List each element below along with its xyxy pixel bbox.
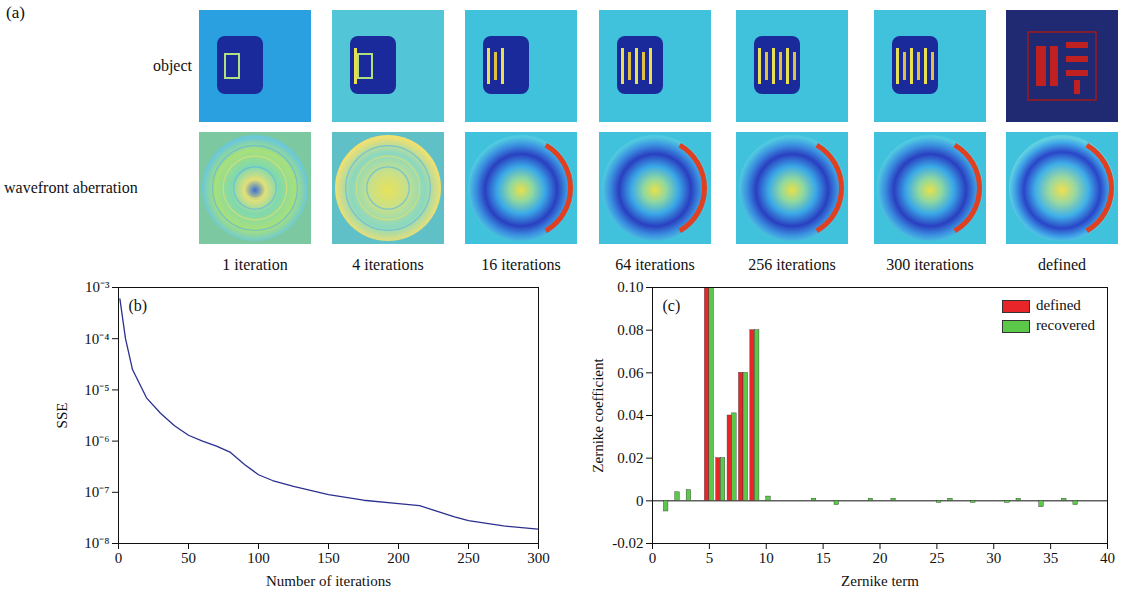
svg-text:40: 40 (1100, 550, 1115, 566)
svg-text:Number of iterations: Number of iterations (266, 573, 391, 589)
html-text:recovered: recovered (1035, 317, 1095, 333)
svg-text:10⁻⁸: 10⁻⁸ (84, 535, 109, 551)
svg-text:300: 300 (527, 550, 550, 566)
svg-text:1 iteration: 1 iteration (222, 256, 287, 273)
svg-text:100: 100 (247, 550, 270, 566)
svg-text:10⁻⁷: 10⁻⁷ (84, 484, 109, 500)
svg-text:(c): (c) (663, 297, 681, 315)
svg-text:object: object (153, 57, 193, 75)
svg-text:0.08: 0.08 (617, 322, 643, 338)
svg-text:20: 20 (873, 550, 888, 566)
svg-text:0.04: 0.04 (617, 407, 644, 423)
svg-text:256 iterations: 256 iterations (748, 256, 836, 273)
svg-text:30: 30 (986, 550, 1001, 566)
svg-text:0.02: 0.02 (617, 450, 643, 466)
svg-text:15: 15 (816, 550, 831, 566)
html-text:defined: defined (1035, 297, 1081, 313)
svg-text:25: 25 (929, 550, 944, 566)
svg-text:(a): (a) (6, 3, 25, 22)
svg-text:10⁻⁶: 10⁻⁶ (84, 433, 109, 449)
svg-text:-0.02: -0.02 (612, 535, 643, 551)
svg-text:(b): (b) (129, 297, 148, 315)
svg-text:Zernike coefficient: Zernike coefficient (590, 358, 606, 473)
svg-text:16 iterations: 16 iterations (481, 256, 561, 273)
svg-text:10: 10 (759, 550, 774, 566)
svg-text:4 iterations: 4 iterations (352, 256, 424, 273)
svg-text:64 iterations: 64 iterations (615, 256, 695, 273)
svg-text:10⁻³: 10⁻³ (85, 279, 110, 295)
svg-text:150: 150 (317, 550, 340, 566)
svg-text:50: 50 (181, 550, 196, 566)
svg-text:SSE: SSE (54, 403, 70, 429)
svg-text:defined: defined (1038, 256, 1086, 273)
svg-text:0: 0 (115, 550, 123, 566)
svg-text:250: 250 (457, 550, 480, 566)
svg-text:0.10: 0.10 (617, 279, 643, 295)
svg-text:10⁻⁵: 10⁻⁵ (84, 382, 109, 398)
svg-text:Zernike term: Zernike term (841, 573, 919, 589)
svg-text:0: 0 (636, 493, 644, 509)
svg-text:35: 35 (1043, 550, 1058, 566)
svg-text:wavefront aberration: wavefront aberration (4, 179, 138, 196)
svg-text:10⁻⁴: 10⁻⁴ (84, 331, 109, 347)
svg-text:200: 200 (387, 550, 410, 566)
svg-text:300 iterations: 300 iterations (886, 256, 974, 273)
svg-text:0.06: 0.06 (617, 365, 644, 381)
svg-text:5: 5 (706, 550, 714, 566)
svg-text:0: 0 (649, 550, 657, 566)
